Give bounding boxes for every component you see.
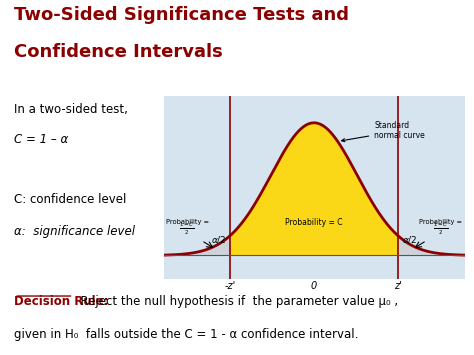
Text: Probability =: Probability = <box>419 219 462 225</box>
Text: given in H₀  falls outside the C = 1 - α confidence interval.: given in H₀ falls outside the C = 1 - α … <box>14 328 359 341</box>
Text: Confidence Intervals: Confidence Intervals <box>14 43 223 61</box>
Text: Reject the null hypothesis if  the parameter value μ₀ ,: Reject the null hypothesis if the parame… <box>73 295 399 308</box>
Text: $\alpha$/2: $\alpha$/2 <box>402 234 417 245</box>
Text: Decision Rule:: Decision Rule: <box>14 295 109 308</box>
Text: C: confidence level: C: confidence level <box>14 193 127 206</box>
Text: C = 1 – α: C = 1 – α <box>14 133 68 146</box>
Text: Probability = C: Probability = C <box>285 218 343 227</box>
Text: $\frac{1-C}{2}$: $\frac{1-C}{2}$ <box>179 221 195 237</box>
Text: $\frac{1-C}{2}$: $\frac{1-C}{2}$ <box>433 221 449 237</box>
Text: 18: 18 <box>6 75 18 84</box>
Text: Standard
normal curve: Standard normal curve <box>342 121 425 142</box>
Text: $\alpha$/2: $\alpha$/2 <box>211 234 226 245</box>
Text: α:  significance level: α: significance level <box>14 225 135 238</box>
Text: Two-Sided Significance Tests and: Two-Sided Significance Tests and <box>14 6 349 24</box>
Text: Probability =: Probability = <box>166 219 209 225</box>
Text: In a two-sided test,: In a two-sided test, <box>14 103 128 116</box>
